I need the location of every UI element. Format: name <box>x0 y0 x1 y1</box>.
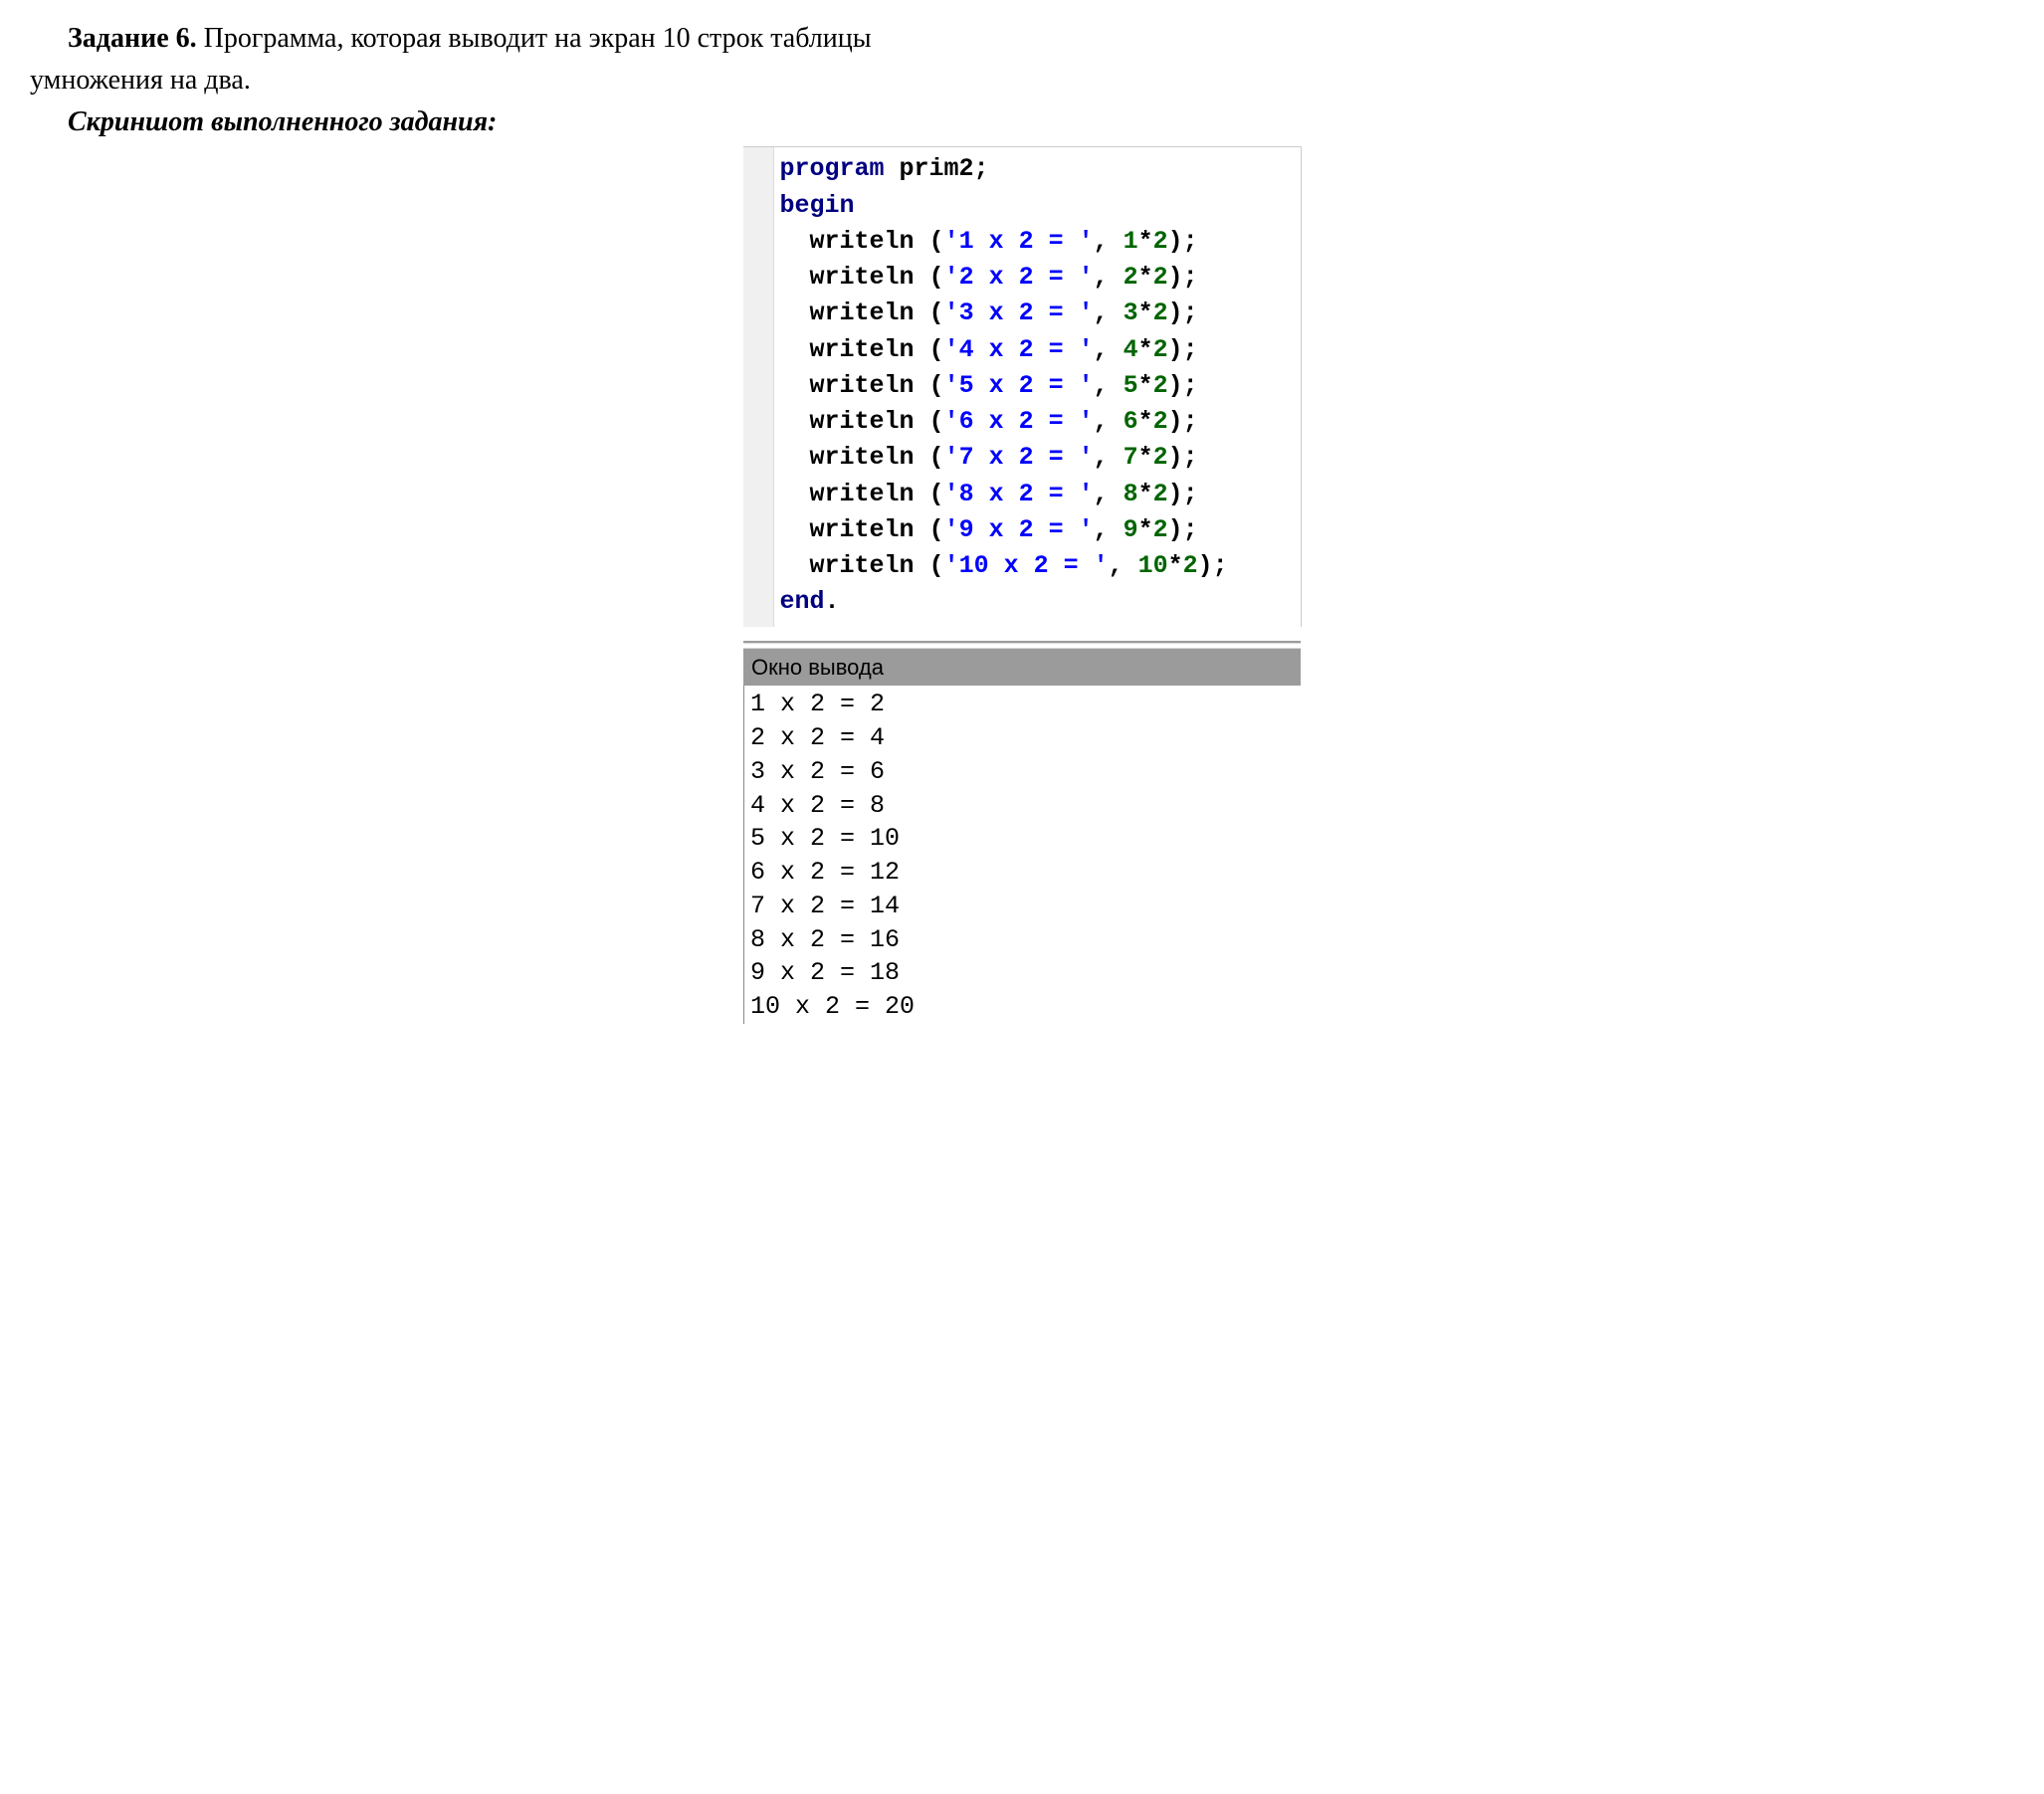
code-editor: program prim2; begin writeln ('1 x 2 = '… <box>743 146 1302 626</box>
task-text-1: Программа, которая выводит на экран 10 с… <box>197 23 872 54</box>
kw-end: end <box>780 587 825 616</box>
output-line: 1 x 2 = 2 <box>750 690 885 718</box>
code-area: program prim2; begin writeln ('1 x 2 = '… <box>774 147 1301 626</box>
task-label: Задание 6. <box>30 23 197 54</box>
output-line: 2 x 2 = 4 <box>750 723 885 752</box>
output-title-bar: Окно вывода <box>743 649 1301 687</box>
kw-program: program <box>780 154 885 183</box>
output-line: 8 x 2 = 16 <box>750 925 900 954</box>
output-line: 5 x 2 = 10 <box>750 824 900 853</box>
output-line: 7 x 2 = 14 <box>750 892 900 920</box>
output-panel: Окно вывода 1 x 2 = 2 2 x 2 = 4 3 x 2 = … <box>743 641 1301 1024</box>
output-area: 1 x 2 = 2 2 x 2 = 4 3 x 2 = 6 4 x 2 = 8 … <box>743 686 1301 1024</box>
task-text-2: умножения на два. <box>30 62 2014 100</box>
program-name: prim2 <box>885 154 974 183</box>
output-line: 6 x 2 = 12 <box>750 858 900 887</box>
task-description: Задание 6. Программа, которая выводит на… <box>30 20 2014 58</box>
output-line: 3 x 2 = 6 <box>750 757 885 786</box>
code-gutter <box>743 147 774 626</box>
output-line: 4 x 2 = 8 <box>750 791 885 820</box>
output-line: 10 x 2 = 20 <box>750 992 915 1021</box>
screenshot-label: Скриншот выполненного задания: <box>30 103 2014 141</box>
output-line: 9 x 2 = 18 <box>750 958 900 987</box>
kw-begin: begin <box>780 191 855 220</box>
